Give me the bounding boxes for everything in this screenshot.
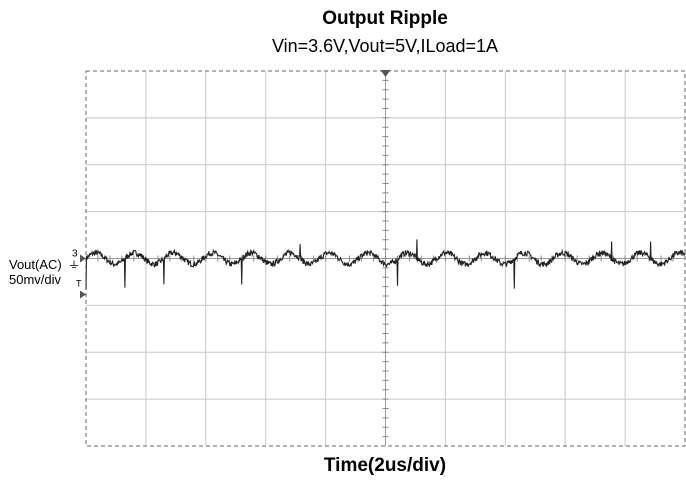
- channel-scale: 50mv/div: [9, 272, 62, 287]
- vout-ripple-trace: [85, 239, 686, 290]
- trigger-position-marker: [380, 70, 391, 77]
- x-axis-label: Time(2us/div): [323, 455, 447, 476]
- chart-subtitle: Vin=3.6V,Vout=5V,ILoad=1A: [271, 36, 499, 56]
- channel-ground-marker: [80, 254, 86, 263]
- trigger-level-marker: [80, 290, 86, 299]
- chart-title: Output Ripple: [322, 8, 448, 29]
- channel-label: Vout(AC): [9, 257, 62, 272]
- trigger-level-label: T: [76, 279, 82, 289]
- channel-number: 3: [72, 249, 78, 260]
